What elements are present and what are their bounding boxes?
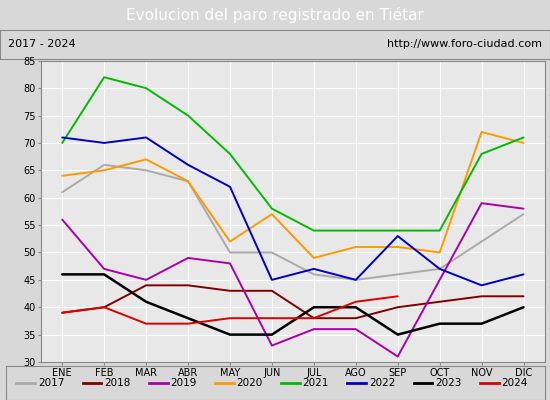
Text: Evolucion del paro registrado en Tiétar: Evolucion del paro registrado en Tiétar xyxy=(126,7,424,23)
Text: 2018: 2018 xyxy=(104,378,130,388)
Text: 2017 - 2024: 2017 - 2024 xyxy=(8,39,76,49)
Text: http://www.foro-ciudad.com: http://www.foro-ciudad.com xyxy=(387,39,542,49)
Text: 2024: 2024 xyxy=(502,378,528,388)
Text: 2017: 2017 xyxy=(38,378,64,388)
Text: 2019: 2019 xyxy=(170,378,197,388)
Text: 2021: 2021 xyxy=(302,378,329,388)
Text: 2022: 2022 xyxy=(369,378,395,388)
Text: 2020: 2020 xyxy=(236,378,263,388)
Text: 2023: 2023 xyxy=(435,378,461,388)
